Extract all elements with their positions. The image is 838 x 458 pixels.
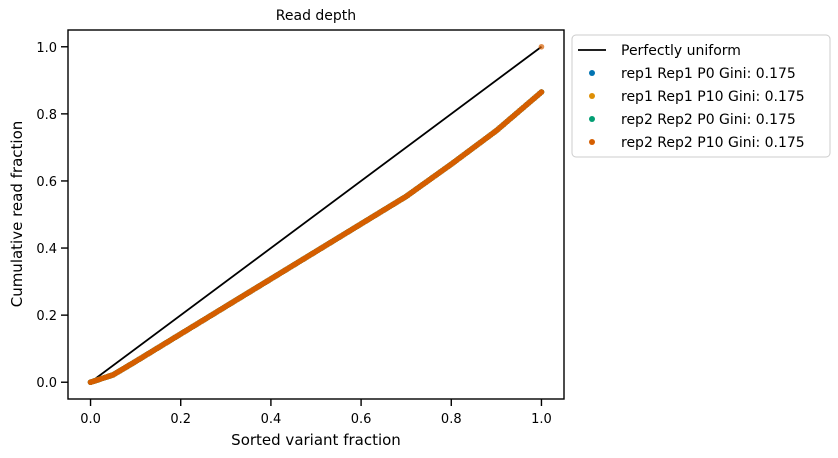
legend-marker: [589, 139, 595, 145]
series-4-points: [87, 89, 545, 386]
legend-label: rep1 Rep1 P0 Gini: 0.175: [621, 66, 796, 82]
series-2-points: [87, 89, 545, 386]
y-tick-label: 0.6: [36, 175, 57, 190]
y-axis: 0.0 0.2 0.4 0.6 0.8 1.0: [36, 41, 68, 391]
plot-area: [87, 43, 545, 386]
legend-label: rep1 Rep1 P10 Gini: 0.175: [621, 89, 805, 105]
y-tick-label: 0.8: [36, 108, 57, 123]
legend-box: [571, 34, 831, 158]
data-point: [538, 89, 545, 95]
perfectly-uniform-line: [90, 46, 542, 383]
y-tick-label: 1.0: [36, 41, 57, 56]
legend-marker: [589, 93, 595, 99]
x-tick-label: 0.4: [261, 412, 282, 427]
legend-label: Perfectly uniform: [621, 43, 741, 59]
y-tick-label: 0.2: [36, 309, 57, 324]
series-1-points: [87, 89, 545, 386]
legend: Perfectly uniform rep1 Rep1 P0 Gini: 0.17…: [571, 34, 831, 158]
x-axis-label: Sorted variant fraction: [231, 431, 401, 449]
x-tick-label: 0.6: [351, 412, 372, 427]
x-tick-label: 0.0: [80, 412, 101, 427]
y-tick-label: 0.4: [36, 242, 57, 257]
x-axis: 0.0 0.2 0.4 0.6 0.8 1.0: [80, 399, 552, 427]
legend-label: rep2 Rep2 P0 Gini: 0.175: [621, 112, 796, 128]
series-3-points: [87, 89, 545, 386]
x-tick-label: 0.8: [441, 412, 462, 427]
x-tick-label: 0.2: [170, 412, 191, 427]
axes-frame: [67, 29, 565, 400]
legend-marker: [589, 70, 595, 76]
endpoint-marker: [538, 43, 545, 50]
chart-title: Read depth: [276, 8, 356, 24]
y-tick-label: 0.0: [36, 376, 57, 391]
y-axis-label: Cumulative read fraction: [8, 121, 26, 308]
legend-marker: [589, 116, 595, 122]
x-tick-label: 1.0: [531, 412, 552, 427]
legend-label: rep2 Rep2 P10 Gini: 0.175: [621, 135, 805, 151]
